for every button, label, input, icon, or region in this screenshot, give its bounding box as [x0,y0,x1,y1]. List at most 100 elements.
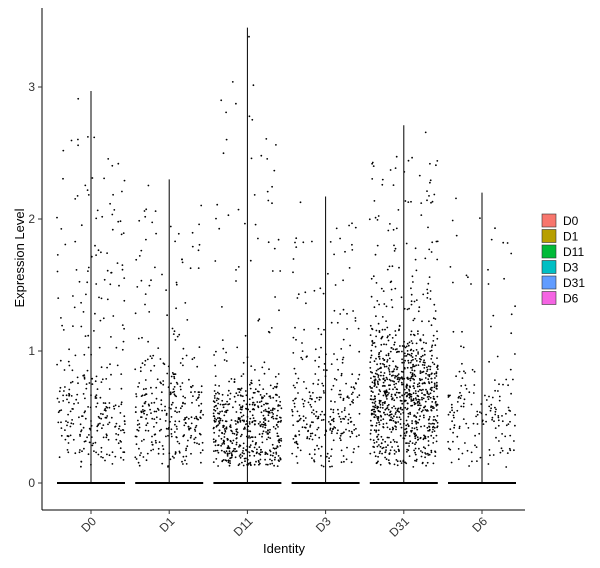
point-D11 [234,450,237,453]
point-D31 [433,390,435,393]
point-D1 [158,429,161,432]
point-D31 [385,422,388,425]
point-D6 [501,449,504,452]
point-D31 [387,403,390,406]
point-D31 [369,419,372,422]
point-D0 [67,421,69,424]
point-D1 [174,420,177,423]
point-D11 [259,458,262,461]
point-D31 [378,358,381,360]
point-D31 [380,415,383,418]
point-D1 [173,375,176,378]
point-D31 [436,421,439,424]
point-D1 [138,423,141,425]
legend-swatch-D0 [541,213,557,228]
point-D31 [434,377,436,379]
point-D11 [241,406,244,409]
point-D11 [252,401,254,404]
point-D31 [393,343,396,346]
point-D0 [60,421,62,424]
point-D0 [106,366,108,369]
point-D0 [68,348,70,351]
point-D1 [149,408,152,411]
point-D31 [399,460,402,463]
point-D31 [368,218,371,221]
point-D31 [398,449,400,452]
point-D31 [399,418,402,421]
point-D0 [112,405,115,408]
point-D0 [102,317,105,320]
point-D31 [390,379,392,382]
point-D3 [295,435,297,438]
point-D31 [424,257,427,260]
point-D31 [384,440,387,443]
point-D31 [373,402,376,404]
point-D3 [309,426,311,428]
point-D0 [107,438,110,441]
point-D31 [435,387,438,390]
point-D3 [332,384,335,387]
point-D6 [447,413,450,416]
point-D31 [423,393,425,396]
point-D0 [108,402,111,404]
point-D6 [447,440,449,443]
point-D31 [393,244,395,247]
point-D31 [389,169,392,171]
point-D31 [396,366,399,369]
point-D3 [337,429,339,432]
point-D3 [345,458,348,461]
point-D31 [375,386,378,388]
point-D31 [389,413,392,416]
point-D11 [224,429,227,432]
point-D31 [373,416,376,418]
point-D31 [393,415,395,418]
point-D11 [214,449,217,452]
point-D11 [252,417,255,419]
point-D11 [274,296,276,298]
point-D3 [330,432,333,434]
point-D11 [249,417,252,420]
point-D0 [64,243,67,246]
point-D1 [153,433,156,436]
point-D6 [461,362,463,365]
point-D31 [381,407,384,409]
point-D1 [174,423,176,426]
point-D31 [429,392,432,395]
point-D3 [293,402,296,405]
point-D11 [257,319,260,322]
point-D31 [371,424,374,427]
point-D11 [235,428,238,431]
point-D6 [457,448,460,450]
point-D3 [351,400,353,403]
point-D31 [383,363,386,366]
point-D11 [273,447,276,450]
point-D31 [396,374,399,377]
point-D31 [392,348,395,350]
point-D31 [371,408,374,411]
point-D31 [405,431,408,434]
point-D11 [241,461,243,464]
point-D31 [436,357,438,359]
point-D11 [230,452,233,454]
point-D31 [411,369,414,371]
point-D31 [378,389,381,391]
point-D3 [336,358,339,361]
point-D6 [492,314,495,317]
point-D11 [249,437,251,439]
point-D31 [406,366,409,369]
point-D3 [327,272,329,275]
point-D1 [196,397,199,400]
point-D11 [227,394,229,397]
point-D3 [347,418,350,421]
point-D1 [170,375,173,378]
point-D3 [330,363,333,365]
point-D3 [296,443,299,446]
point-D31 [424,361,426,364]
point-D11 [272,413,275,415]
point-D3 [294,441,296,444]
point-D0 [68,392,70,395]
point-D11 [222,424,225,427]
point-D0 [70,381,72,384]
point-D31 [372,342,374,345]
point-D0 [76,195,79,197]
